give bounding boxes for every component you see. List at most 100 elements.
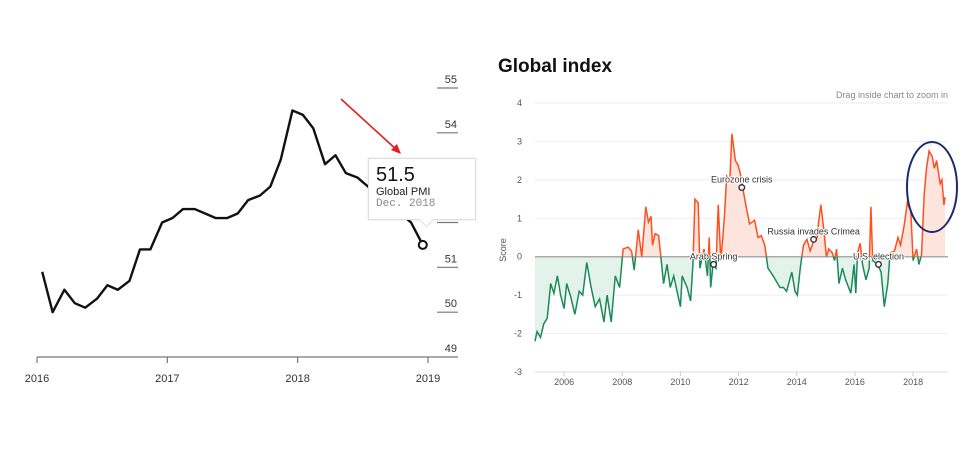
event-label: Russia invades Crimea	[767, 226, 860, 236]
data-point	[699, 267, 701, 269]
y-tick-label: 2	[517, 175, 522, 185]
data-point	[802, 244, 804, 246]
x-tick-label: 2016	[845, 377, 865, 387]
chart-title: Global index	[498, 56, 613, 77]
data-point	[291, 109, 294, 112]
data-point	[63, 288, 66, 291]
data-point	[645, 206, 647, 208]
positive-series-line	[621, 133, 946, 257]
data-point	[737, 163, 739, 165]
data-point	[823, 229, 825, 231]
data-point	[906, 202, 908, 204]
data-point	[599, 298, 601, 300]
data-point	[637, 229, 639, 231]
data-point	[944, 196, 946, 198]
data-point	[204, 212, 207, 215]
event-marker	[810, 235, 818, 243]
data-point	[410, 221, 413, 224]
data-point	[712, 263, 714, 265]
data-point	[836, 248, 838, 250]
data-point	[715, 267, 717, 269]
data-point	[921, 254, 923, 256]
data-point	[556, 275, 558, 277]
data-point	[791, 271, 793, 273]
data-point	[550, 283, 552, 285]
data-point	[754, 219, 756, 221]
tooltip-date: Dec. 2018	[376, 198, 436, 210]
data-point	[324, 163, 327, 166]
gi-gridlines	[535, 102, 948, 373]
data-point	[344, 172, 347, 175]
data-point	[650, 215, 652, 217]
data-point	[828, 248, 830, 250]
data-point	[717, 204, 719, 206]
data-point	[861, 263, 863, 265]
data-point	[943, 204, 945, 206]
data-point	[868, 267, 870, 269]
data-point	[603, 321, 605, 323]
data-point	[106, 284, 109, 287]
data-point	[910, 210, 912, 212]
y-tick-label: -1	[514, 290, 522, 300]
data-point	[923, 194, 925, 196]
pmi-highlight-point	[417, 239, 428, 250]
event-label: Eurozone crisis	[711, 175, 773, 185]
data-point	[546, 317, 548, 319]
data-point	[258, 194, 261, 197]
data-point	[734, 160, 736, 162]
data-point	[116, 288, 119, 291]
data-point	[641, 256, 643, 258]
data-point	[870, 206, 872, 208]
data-point	[772, 275, 774, 277]
data-point	[782, 286, 784, 288]
event-marker	[710, 260, 718, 268]
positive-area	[535, 133, 946, 257]
x-tick-label: 2008	[612, 377, 632, 387]
data-point	[334, 154, 337, 157]
data-point	[627, 246, 629, 248]
x-tick-label: 2018	[903, 377, 923, 387]
data-point	[610, 321, 612, 323]
data-point	[720, 260, 722, 262]
y-tick-label: 55	[445, 74, 457, 86]
data-point	[647, 221, 649, 223]
data-point	[652, 244, 654, 246]
data-point	[697, 202, 699, 204]
y-tick-label: -3	[514, 367, 522, 377]
data-point	[857, 252, 859, 254]
data-point	[226, 217, 229, 220]
data-point	[726, 175, 728, 177]
pmi-x-axis: 2016 2017 2018 2019	[25, 356, 458, 385]
data-point	[941, 179, 943, 181]
data-point	[933, 167, 935, 169]
data-point	[918, 263, 920, 265]
data-point	[729, 179, 731, 181]
data-point	[831, 252, 833, 254]
data-point	[877, 263, 879, 265]
data-point	[794, 290, 796, 292]
data-point	[236, 212, 239, 215]
data-point	[269, 185, 272, 188]
data-point	[590, 286, 592, 288]
data-point	[95, 297, 98, 300]
data-point	[806, 238, 808, 240]
data-point	[872, 260, 874, 262]
y-tick-label: -2	[514, 329, 522, 339]
data-point	[606, 294, 608, 296]
event-label: U.S. election	[853, 251, 904, 261]
event-marker	[874, 260, 882, 268]
data-point	[739, 171, 741, 173]
data-point	[181, 208, 184, 211]
data-point	[796, 294, 798, 296]
data-point	[633, 269, 635, 271]
data-point	[903, 225, 905, 227]
data-point	[690, 300, 692, 302]
data-point	[279, 158, 282, 161]
data-point	[149, 248, 152, 251]
x-tick-label: 2006	[554, 377, 574, 387]
data-point	[681, 275, 683, 277]
data-point	[883, 306, 885, 308]
data-point	[816, 237, 818, 239]
data-point	[731, 133, 733, 135]
